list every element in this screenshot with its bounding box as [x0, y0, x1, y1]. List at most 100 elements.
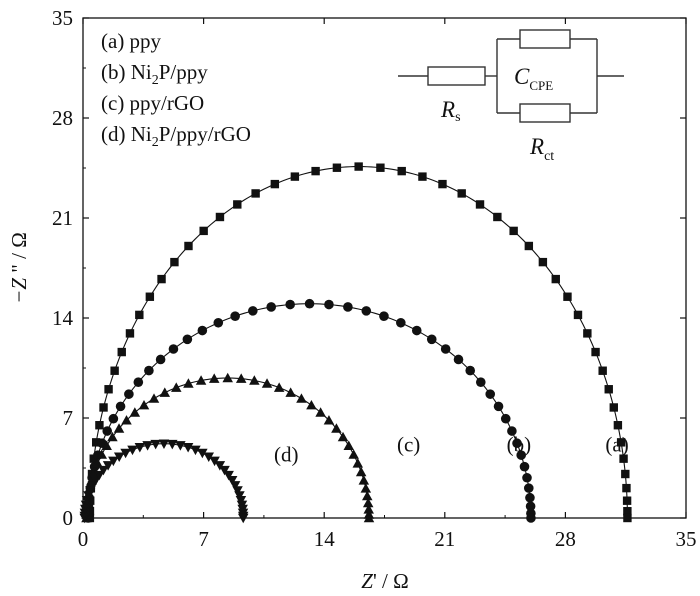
x-tick-label: 14 — [314, 527, 336, 551]
data-point-triangle-up — [296, 393, 307, 403]
data-point-circle — [102, 426, 113, 436]
data-point-square — [457, 189, 466, 198]
data-point-triangle-up — [121, 415, 132, 425]
data-point-square — [438, 179, 447, 189]
data-point-circle — [304, 298, 315, 309]
y-tick-label: 21 — [52, 206, 73, 230]
data-point-triangle-up — [222, 372, 233, 383]
data-point-triangle-down — [80, 504, 91, 515]
data-point-triangle-down — [182, 443, 194, 453]
x-tick-label: 21 — [434, 527, 455, 551]
data-point-triangle-up — [208, 373, 220, 383]
rct-label: Rct — [529, 134, 554, 164]
data-point-square — [354, 162, 363, 171]
legend-entry: (c) ppy/rGO — [101, 91, 204, 115]
data-point-square — [616, 438, 626, 447]
data-point-circle — [197, 325, 208, 336]
data-point-square — [418, 172, 427, 181]
legend-entry: (a) ppy — [101, 29, 162, 53]
y-tick-label: 7 — [63, 406, 74, 430]
series-label: (b) — [507, 433, 532, 457]
data-point-circle — [115, 401, 126, 412]
data-point-square — [184, 241, 193, 251]
data-point-square — [290, 172, 300, 181]
data-point-circle — [465, 365, 476, 376]
data-point-circle — [285, 299, 295, 310]
data-point-square — [538, 257, 548, 267]
data-point-triangle-up — [101, 440, 112, 451]
data-point-circle — [230, 311, 240, 321]
data-point-triangle-down — [158, 439, 170, 449]
data-point-triangle-down — [203, 452, 214, 462]
data-point-triangle-up — [261, 378, 273, 388]
data-point-circle — [361, 306, 372, 316]
data-point-square — [311, 166, 320, 176]
data-point-triangle-up — [171, 382, 182, 392]
data-point-square — [621, 469, 630, 479]
data-point-circle — [155, 354, 166, 365]
rs-label: Rs — [440, 97, 461, 125]
data-point-circle — [108, 413, 119, 424]
data-point-square — [89, 454, 98, 463]
data-point-triangle-down — [223, 470, 234, 481]
data-point-triangle-down — [102, 461, 114, 471]
data-point-triangle-down — [113, 452, 125, 462]
data-point-triangle-up — [315, 407, 326, 417]
data-point-triangle-down — [175, 441, 186, 451]
data-point-triangle-up — [331, 423, 342, 433]
x-axis-label: Z' / Ω — [361, 569, 408, 593]
data-point-triangle-up — [273, 382, 285, 392]
y-tick-label: 28 — [52, 106, 73, 130]
data-point-triangle-down — [127, 445, 138, 456]
data-point-circle — [525, 501, 536, 512]
data-point-square — [509, 226, 518, 236]
data-point-circle — [526, 513, 536, 523]
data-point-triangle-up — [358, 475, 370, 485]
data-point-triangle-up — [362, 490, 373, 501]
data-point-square — [524, 241, 534, 251]
data-point-circle — [411, 325, 422, 336]
data-point-triangle-up — [363, 512, 375, 523]
data-point-triangle-up — [235, 373, 247, 383]
data-point-square — [622, 483, 631, 493]
x-tick-label: 28 — [555, 527, 576, 551]
data-point-triangle-up — [107, 431, 118, 442]
data-point-circle — [124, 389, 134, 399]
data-point-square — [609, 403, 618, 412]
series-label: (a) — [605, 433, 628, 457]
data-point-triangle-down — [167, 439, 178, 450]
data-point-square — [91, 438, 101, 447]
data-point-circle — [522, 472, 532, 483]
series-label: (c) — [397, 433, 420, 457]
data-point-circle — [168, 344, 179, 354]
data-point-square — [270, 179, 280, 189]
data-point-triangle-down — [142, 441, 153, 451]
data-point-square — [493, 212, 502, 222]
series-label: (d) — [274, 443, 299, 467]
data-point-triangle-up — [195, 375, 207, 385]
data-point-square — [170, 257, 179, 267]
data-point-circle — [379, 311, 389, 321]
data-point-circle — [266, 302, 277, 312]
data-point-triangle-up — [306, 399, 317, 410]
data-point-circle — [396, 317, 406, 328]
data-point-triangle-down — [214, 461, 226, 471]
data-point-circle — [525, 492, 535, 503]
data-point-triangle-up — [96, 449, 108, 459]
data-point-square — [475, 200, 485, 209]
data-point-triangle-down — [94, 470, 105, 481]
data-point-square — [551, 274, 560, 284]
data-point-square — [563, 292, 572, 301]
y-axis-label: −Z " / Ω — [7, 232, 31, 304]
data-point-circle — [144, 365, 154, 376]
data-point-circle — [475, 377, 486, 387]
data-point-triangle-up — [92, 458, 103, 468]
data-point-circle — [213, 317, 224, 328]
data-point-square — [613, 421, 623, 430]
data-point-triangle-up — [348, 449, 359, 459]
data-point-square — [622, 496, 632, 505]
data-point-triangle-down — [232, 486, 243, 496]
x-tick-label: 7 — [198, 527, 209, 551]
data-point-triangle-up — [337, 431, 349, 442]
